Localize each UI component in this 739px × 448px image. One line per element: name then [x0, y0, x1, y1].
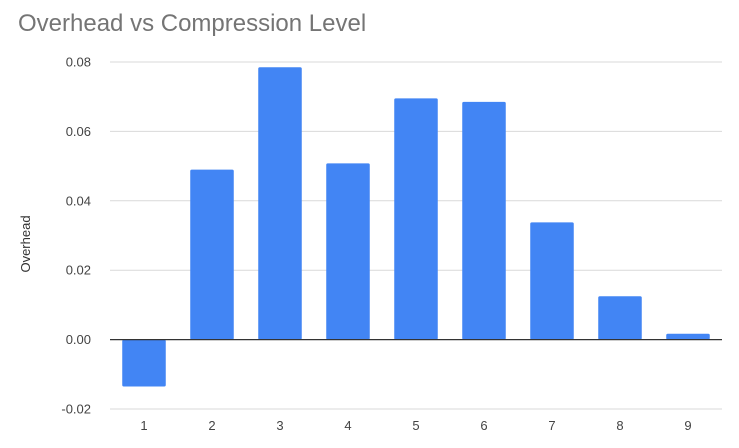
bar-3 [258, 67, 302, 340]
x-tick-label: 8 [616, 418, 623, 433]
bar-8 [598, 296, 642, 340]
x-tick-label: 9 [684, 418, 691, 433]
bar-7 [530, 222, 574, 340]
y-tick-label: -0.02 [61, 402, 91, 417]
bars [122, 67, 710, 387]
x-tick-label: 6 [480, 418, 487, 433]
y-tick-label: 0.00 [66, 332, 91, 347]
chart-title: Overhead vs Compression Level [18, 10, 367, 37]
bar-6 [462, 101, 506, 340]
x-tick-label: 7 [548, 418, 555, 433]
bar-1 [122, 339, 166, 387]
axes: -0.02 0.00 0.02 0.04 0.06 0.08 1 2 3 4 5 6 7 8 9 [61, 55, 722, 433]
y-axis-label: Overhead [18, 215, 33, 272]
x-tick-label: 4 [344, 418, 351, 433]
bar-5 [394, 98, 438, 340]
y-tick-label: 0.04 [66, 193, 91, 208]
y-tick-label: 0.02 [66, 263, 91, 278]
x-tick-label: 3 [276, 418, 283, 433]
x-tick-label: 5 [412, 418, 419, 433]
bar-9 [666, 333, 710, 340]
y-tick-label: 0.06 [66, 124, 91, 139]
bar-4 [326, 163, 370, 340]
bar-2 [190, 169, 234, 340]
y-tick-label: 0.08 [66, 55, 91, 70]
x-tick-label: 1 [140, 418, 147, 433]
x-tick-label: 2 [208, 418, 215, 433]
